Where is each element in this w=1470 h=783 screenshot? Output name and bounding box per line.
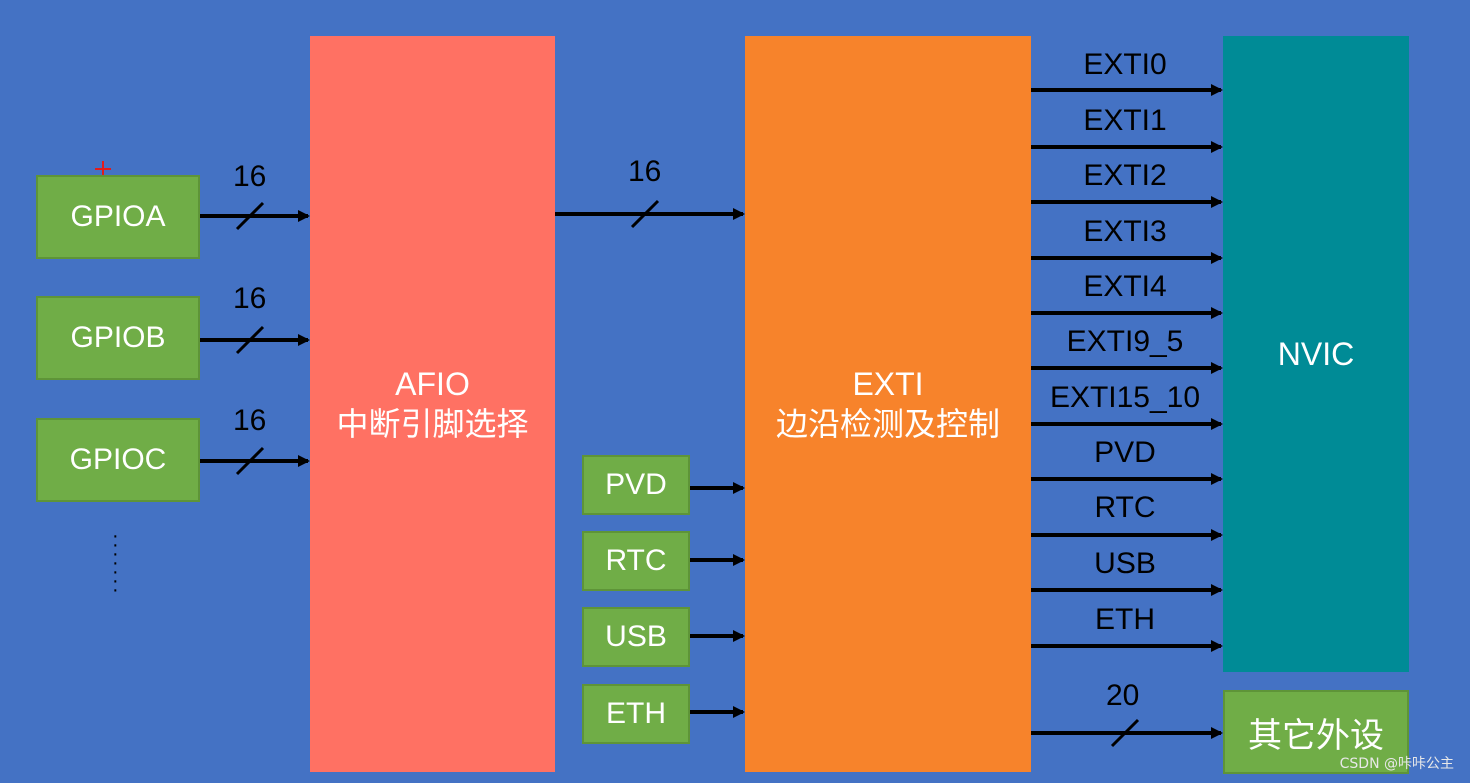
- source-pvd-label: PVD: [605, 468, 667, 501]
- exti-line-label: USB: [1094, 547, 1156, 580]
- other-peripherals-title: 其它外设: [1248, 716, 1384, 755]
- exti-title: EXTI: [852, 366, 924, 402]
- other-peripherals-block: 其它外设: [1223, 690, 1409, 774]
- exti-line-label: EXTI1: [1083, 104, 1167, 137]
- gpio-port-c: GPIOC: [36, 418, 200, 502]
- nvic-block: NVIC: [1223, 36, 1409, 672]
- other-bus-label: 20: [1106, 679, 1140, 712]
- gpio-port-a: GPIOA: [36, 175, 200, 259]
- bus-width-label-c: 16: [233, 404, 267, 437]
- watermark: CSDN @咔咔公主: [1339, 756, 1454, 772]
- afio-exti-bus-label: 16: [628, 155, 662, 188]
- exti-line-label: RTC: [1094, 491, 1156, 524]
- exti-line-label: EXTI0: [1083, 48, 1167, 81]
- afio-subtitle: 中断引脚选择: [336, 406, 529, 442]
- bus-width-slash: [630, 199, 660, 229]
- bus-width-label-a: 16: [233, 160, 267, 193]
- nvic-title: NVIC: [1277, 335, 1355, 372]
- gpio-port-b-label: GPIOB: [70, 321, 166, 354]
- exti-line-label: ETH: [1095, 603, 1155, 636]
- more-ports-ellipsis: · · · · · · ·: [112, 525, 119, 601]
- source-eth: ETH: [582, 684, 690, 744]
- source-usb: USB: [582, 607, 690, 667]
- cursor-marker: [94, 160, 112, 178]
- source-rtc-label: RTC: [605, 544, 667, 577]
- exti-subtitle: 边沿检测及控制: [775, 406, 1000, 442]
- exti-line-label: EXTI3: [1083, 215, 1167, 248]
- source-pvd: PVD: [582, 455, 690, 515]
- gpio-port-a-label: GPIOA: [70, 200, 166, 233]
- exti-line-label: EXTI2: [1083, 159, 1167, 192]
- exti-line-label: EXTI15_10: [1049, 381, 1201, 414]
- bus-width-label-b: 16: [233, 282, 267, 315]
- exti-line-label: EXTI4: [1083, 270, 1167, 303]
- bus-width-slash: [235, 201, 265, 231]
- exti-block: EXTI 边沿检测及控制: [745, 36, 1031, 772]
- gpio-port-c-label: GPIOC: [69, 443, 167, 476]
- exti-line-label: PVD: [1094, 436, 1156, 469]
- afio-block: AFIO 中断引脚选择: [310, 36, 555, 772]
- gpio-port-b: GPIOB: [36, 296, 200, 380]
- bus-width-slash: [235, 446, 265, 476]
- source-eth-label: ETH: [606, 697, 666, 730]
- exti-line-label: EXTI9_5: [1066, 325, 1184, 358]
- bus-width-slash: [1110, 718, 1140, 748]
- source-rtc: RTC: [582, 531, 690, 591]
- source-usb-label: USB: [605, 620, 667, 653]
- bus-width-slash: [235, 325, 265, 355]
- afio-title: AFIO: [395, 366, 470, 402]
